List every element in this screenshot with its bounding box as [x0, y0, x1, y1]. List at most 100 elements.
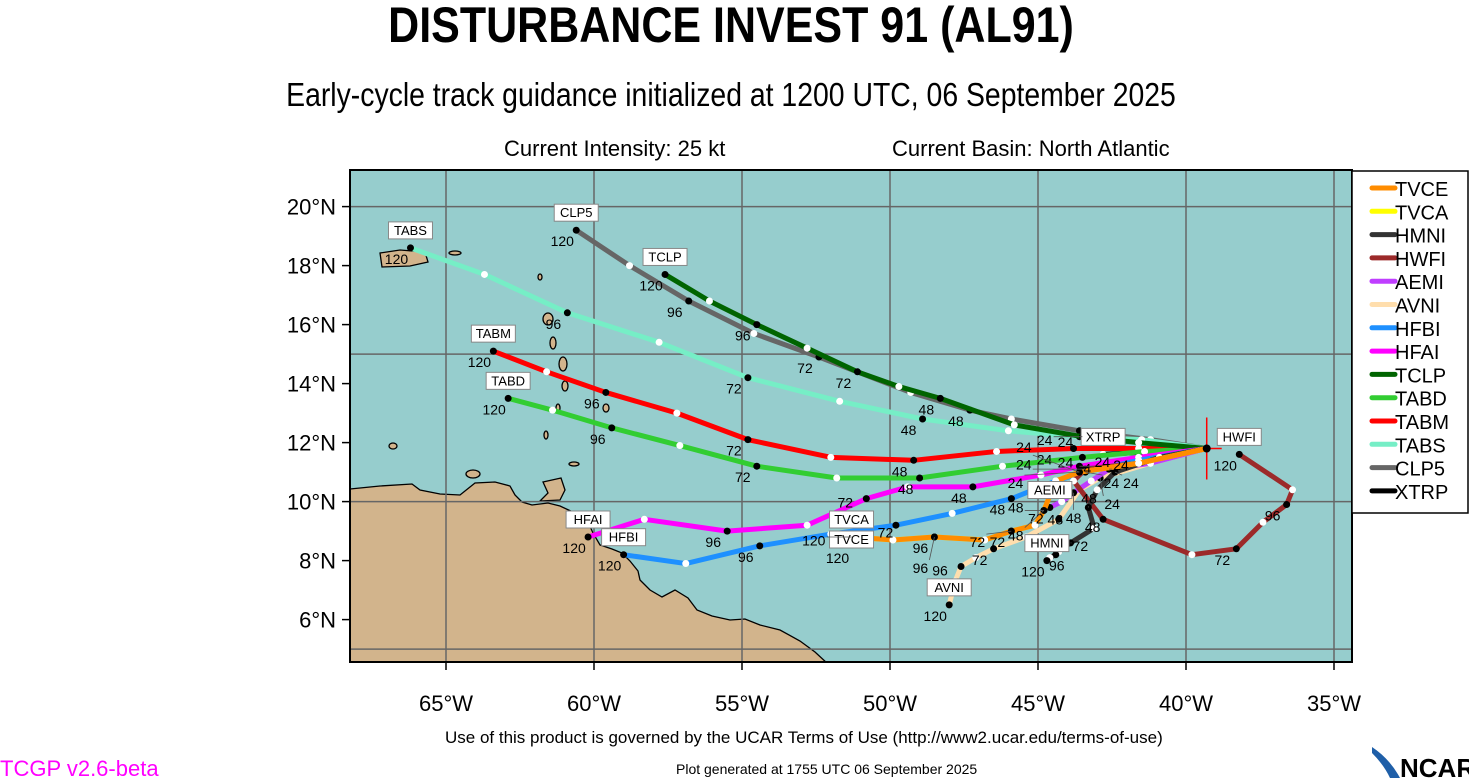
lon-tick-label: 55°W: [715, 691, 769, 716]
legend-label: HWFI: [1395, 249, 1446, 271]
forecast-hour-label: 120: [1214, 457, 1238, 473]
model-label-box: [926, 578, 972, 597]
label-leader-line: [1024, 471, 1080, 476]
forecast-hour-label-wrap: 24: [1037, 432, 1053, 448]
forecast-hour-label-group: 24: [1016, 439, 1080, 473]
track-point: [1078, 453, 1086, 461]
forecast-hour-label-group: 96: [590, 431, 606, 447]
forecast-hour-label-wrap: 96: [913, 560, 929, 576]
forecast-hour-label-wrap: 96: [738, 549, 754, 565]
forecast-hour-label-group: 120: [826, 550, 850, 566]
forecast-hour-label-group: 96: [738, 549, 754, 565]
track-point: [489, 347, 497, 355]
forecast-hour-label-wrap: 24: [1016, 439, 1032, 455]
track-point: [584, 533, 592, 541]
legend-label: TVCE: [1395, 179, 1448, 201]
forecast-hour-label-wrap: 48: [901, 422, 917, 438]
legend-item-hfai: HFAI: [1369, 342, 1439, 364]
forecast-hour-label-group: 96: [705, 534, 721, 550]
antigua-land: [537, 273, 543, 281]
forecast-hour-label-group: 48: [1008, 499, 1044, 515]
forecast-hour-label-wrap: 24: [1113, 457, 1129, 473]
label-leader-line: [1114, 471, 1123, 476]
forecast-hour-label-wrap: 72: [836, 375, 852, 391]
forecast-hour-label: 120: [826, 550, 850, 566]
forecast-hour-label: 96: [913, 540, 929, 556]
forecast-hour-label-wrap: 48: [1081, 490, 1097, 506]
model-label-text: AEMI: [1034, 483, 1066, 498]
lat-tick-label: 8°N: [299, 549, 336, 574]
forecast-hour-label-group: 96: [913, 536, 935, 576]
trinidad-land: [538, 477, 566, 502]
forecast-hour-label-wrap: 120: [924, 608, 948, 624]
forecast-hour-label-wrap: 24: [1016, 457, 1032, 473]
model-label-xtrp: XTRP: [1080, 427, 1126, 446]
track-point: [1010, 421, 1018, 429]
forecast-hour-label-wrap: 72: [1073, 538, 1089, 554]
forecast-hour-label: 24: [1095, 454, 1111, 470]
current-intensity: Current Intensity: 25 kt: [504, 136, 726, 161]
track-point: [957, 563, 965, 570]
forecast-hour-label: 120: [482, 401, 506, 417]
tobago-land: [568, 461, 580, 467]
model-label-box: [829, 530, 875, 549]
martinique-land: [558, 356, 568, 372]
forecast-hour-label-wrap: 72: [726, 443, 742, 459]
model-label: TABS: [387, 221, 433, 240]
label-leader-line: [1085, 471, 1103, 476]
forecast-hour-label-group: 72: [797, 360, 813, 376]
model-label-tabm: TABM: [470, 324, 516, 343]
legend-label: HFAI: [1395, 342, 1439, 364]
forecast-hour-label-group: 96: [1049, 558, 1065, 574]
forecast-hour-label-wrap: 96: [667, 304, 683, 320]
track-point: [916, 474, 924, 482]
forecast-hour-label-wrap: 96: [1265, 508, 1281, 524]
legend-label: TCLP: [1395, 365, 1446, 387]
forecast-hour-label-wrap: 48: [1008, 528, 1024, 544]
forecast-hour-label-group: 96: [735, 328, 751, 344]
track-point: [608, 424, 616, 432]
model-label: XTRP: [1080, 427, 1126, 446]
forecast-hour-label-group: 120: [562, 540, 586, 556]
forecast-hour-label-wrap: 72: [735, 469, 751, 485]
track-point: [572, 226, 580, 234]
forecast-hour-label-wrap: 24: [1104, 475, 1120, 491]
track-point: [945, 601, 953, 609]
forecast-hour-label-wrap: 48: [898, 481, 914, 497]
model-label-text: CLP5: [560, 205, 593, 220]
forecast-hour-label-wrap: 48: [951, 490, 967, 506]
model-label-text: XTRP: [1086, 429, 1121, 444]
track-point: [827, 453, 835, 461]
puerto-rico-land: [379, 249, 429, 268]
track-point: [919, 415, 927, 423]
model-label-tvca: TVCA: [829, 510, 875, 529]
model-label-box: [601, 528, 647, 547]
forecast-hour-label-group: 24: [1114, 471, 1139, 491]
lon-tick-label: 65°W: [419, 691, 473, 716]
label-leader-line: [1099, 477, 1104, 497]
forecast-hour-label: 48: [948, 413, 964, 429]
forecast-hour-label-group: 96: [667, 304, 683, 320]
model-label-box: [1027, 481, 1073, 499]
model-label-text: TCLP: [648, 249, 681, 264]
model-label-text: TABD: [491, 373, 525, 388]
model-label-tclp: TCLP: [642, 247, 688, 266]
label-leader-line: [986, 530, 1012, 535]
forecast-hour-label: 120: [468, 354, 492, 370]
forecast-hour-label-wrap: 96: [735, 328, 751, 344]
forecast-hour-label-wrap: 48: [948, 413, 964, 429]
grenada-land: [543, 430, 549, 440]
track-point: [833, 474, 841, 482]
forecast-hour-label-wrap: 120: [468, 354, 492, 370]
model-label-box: [565, 510, 611, 529]
track-point: [892, 521, 900, 529]
forecast-hour-label-wrap: 72: [726, 381, 742, 397]
track-point: [836, 397, 844, 405]
forecast-hour-label: 72: [735, 469, 751, 485]
forecast-hour-label: 48: [898, 481, 914, 497]
forecast-hour-label: 120: [802, 532, 826, 548]
forecast-hour-label: 120: [562, 540, 586, 556]
forecast-hour-label-wrap: 24: [1123, 475, 1139, 491]
forecast-hour-label-group: 24: [1079, 454, 1110, 470]
model-label: TVCE: [829, 530, 875, 549]
